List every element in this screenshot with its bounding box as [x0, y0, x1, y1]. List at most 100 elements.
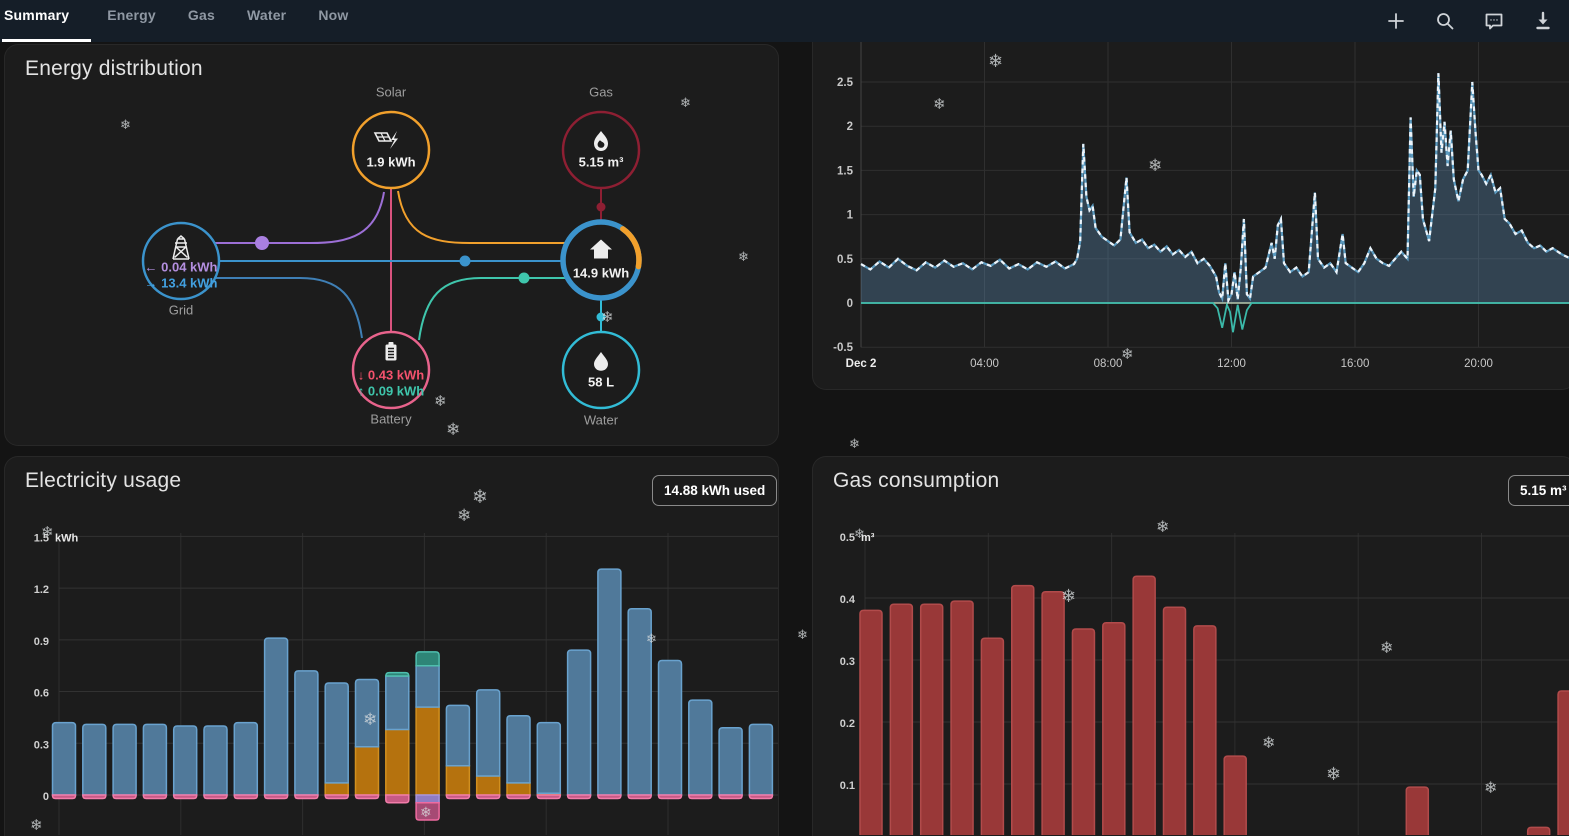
bar-segment — [506, 782, 531, 796]
bar-segment — [536, 721, 562, 795]
y-tick-label: 2 — [847, 121, 853, 133]
chat-icon[interactable] — [1482, 9, 1506, 33]
top-navigation-bar: Summary Energy Gas Water Now — [0, 0, 1569, 42]
tab-gas[interactable]: Gas — [187, 7, 215, 23]
bar-segment — [1132, 575, 1156, 835]
home-node-value: 14.9 kWh — [572, 265, 630, 281]
y-tick-label: 0.3 — [840, 656, 855, 668]
bar-segment-negative — [354, 794, 380, 800]
solar-node-label: Solar — [375, 84, 407, 100]
view-tabs: Summary Energy Gas Water Now — [0, 0, 365, 42]
bar-segment — [1041, 591, 1065, 835]
bar-segment — [1223, 755, 1247, 835]
battery-icon — [385, 342, 397, 361]
bar-segment — [889, 603, 914, 835]
bar-segment — [475, 689, 501, 777]
add-icon[interactable] — [1384, 9, 1408, 33]
grid-node-label: Grid — [168, 302, 194, 318]
bar-segment-negative — [142, 794, 168, 800]
bar-segment — [1011, 584, 1035, 835]
fire-icon — [594, 131, 608, 151]
energy-flow-diagram — [141, 110, 642, 410]
bar-segment — [324, 782, 349, 796]
flow-dot-grid-export — [255, 236, 269, 250]
bar-segment — [627, 608, 652, 796]
y-tick-label: 0.3 — [34, 739, 49, 751]
electricity-chart: 0 0.3 0.6 0.9 1.2 1.5 kWh — [34, 532, 778, 835]
solar-node-value: 1.9 kWh — [366, 154, 416, 170]
tab-summary[interactable]: Summary — [2, 0, 92, 42]
bar-segment-negative — [233, 794, 259, 800]
x-tick-label: 08:00 — [1094, 358, 1123, 370]
download-icon[interactable] — [1531, 9, 1555, 33]
bar-segment — [1162, 606, 1187, 835]
tab-energy[interactable]: Energy — [107, 7, 156, 23]
bar-segment-negative — [294, 794, 319, 800]
card-title: Gas consumption — [833, 469, 1000, 492]
bar-segment-negative — [445, 794, 471, 800]
y-tick-label: 0.4 — [840, 594, 856, 606]
bar-segment — [142, 723, 168, 796]
bar-segment — [1526, 826, 1551, 835]
grid-node-circle[interactable] — [141, 221, 221, 301]
bar-segment-negative — [112, 794, 137, 800]
water-node-label: Water — [583, 412, 619, 428]
flow-dot-grid-import — [459, 255, 471, 267]
bar-segment — [1405, 786, 1430, 835]
bar-segment-negative — [415, 802, 440, 821]
card-title: Electricity usage — [25, 469, 182, 492]
x-tick-label: 20:00 — [1464, 358, 1493, 370]
bar-segment — [112, 723, 137, 796]
y-tick-label: 1.2 — [34, 584, 49, 596]
water-drop-icon — [594, 352, 608, 371]
tab-water[interactable]: Water — [246, 7, 287, 23]
bar-segment-negative — [172, 794, 198, 800]
bar-segment — [324, 682, 349, 784]
flow-solar-to-home — [397, 190, 567, 244]
y-tick-label: 0 — [847, 298, 853, 310]
card-title: Energy distribution — [25, 57, 203, 80]
home-solar-arc — [620, 226, 642, 270]
bar-segment-negative — [748, 794, 774, 800]
flow-dot-gas — [596, 202, 606, 212]
bar-segment — [82, 723, 107, 796]
water-node-value: 58 L — [587, 374, 615, 390]
bar-segment — [475, 775, 501, 796]
gas-total-badge: 5.15 m³ — [1508, 475, 1569, 506]
bar-segment-negative — [566, 794, 592, 800]
electricity-total-badge: 14.88 kWh used — [652, 475, 778, 506]
y-tick-label: 0.2 — [840, 718, 855, 730]
bar-segment — [1557, 690, 1569, 835]
x-tick-label: 16:00 — [1341, 358, 1370, 370]
gas-consumption-card: Gas consumption 5.15 m³ 0.1 0.2 0.3 0.4 0.5 m… — [812, 456, 1569, 836]
bar-segment — [203, 725, 228, 796]
y-axis-unit: kWh — [55, 532, 79, 544]
flow-dot-battery — [518, 272, 530, 284]
bar-segment — [445, 704, 471, 767]
bar-segment-negative — [718, 794, 743, 800]
search-icon[interactable] — [1433, 9, 1457, 33]
battery-node-label: Battery — [370, 411, 412, 427]
bar-segment — [385, 671, 410, 677]
bar-segment-negative — [657, 794, 683, 800]
bar-segment — [1071, 628, 1096, 835]
bar-segment — [859, 609, 883, 835]
solar-node-circle[interactable] — [351, 110, 431, 190]
grid-import-value: → 13.4 kWh — [144, 275, 218, 291]
bar-segment — [354, 678, 380, 748]
battery-node-circle[interactable] — [351, 330, 431, 410]
bar-segment — [294, 670, 319, 796]
tab-now[interactable]: Now — [318, 7, 349, 23]
bar-segment-negative — [385, 794, 410, 804]
bar-segment — [748, 723, 774, 796]
y-tick-label: 0.6 — [34, 688, 49, 700]
bar-segment — [415, 651, 440, 667]
bar-segment — [980, 637, 1005, 835]
electricity-usage-card: Electricity usage 14.88 kWh used 0 0.3 0.6… — [4, 456, 779, 836]
flow-lines — [214, 188, 602, 341]
bar-segment-negative — [203, 794, 228, 800]
x-tick-label: Dec 2 — [846, 358, 877, 370]
bar-segment — [445, 764, 471, 796]
bar-segment-negative — [688, 794, 713, 800]
